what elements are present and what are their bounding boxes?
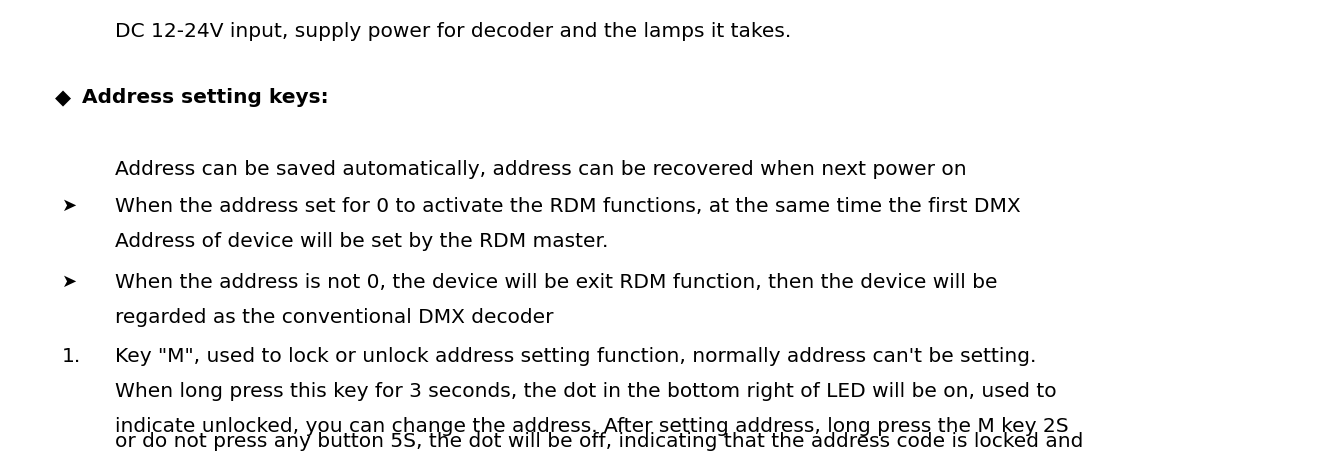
Text: When long press this key for 3 seconds, the dot in the bottom right of LED will : When long press this key for 3 seconds, … xyxy=(116,382,1057,401)
Text: 1.: 1. xyxy=(62,347,81,366)
Text: Address can be saved automatically, address can be recovered when next power on: Address can be saved automatically, addr… xyxy=(116,160,966,179)
Text: ➤: ➤ xyxy=(62,197,77,215)
Text: When the address is not 0, the device will be exit RDM function, then the device: When the address is not 0, the device wi… xyxy=(116,273,998,292)
Text: Address setting keys:: Address setting keys: xyxy=(82,88,328,107)
Text: regarded as the conventional DMX decoder: regarded as the conventional DMX decoder xyxy=(116,308,553,327)
Text: Address of device will be set by the RDM master.: Address of device will be set by the RDM… xyxy=(116,232,609,251)
Text: When the address set for 0 to activate the RDM functions, at the same time the f: When the address set for 0 to activate t… xyxy=(116,197,1021,216)
Text: Key "M", used to lock or unlock address setting function, normally address can't: Key "M", used to lock or unlock address … xyxy=(116,347,1037,366)
Text: ➤: ➤ xyxy=(62,273,77,291)
Text: DC 12-24V input, supply power for decoder and the lamps it takes.: DC 12-24V input, supply power for decode… xyxy=(116,22,791,41)
Text: or do not press any button 5S, the dot will be off, indicating that the address : or do not press any button 5S, the dot w… xyxy=(116,432,1083,451)
Text: ◆: ◆ xyxy=(54,88,70,108)
Text: indicate unlocked, you can change the address. After setting address, long press: indicate unlocked, you can change the ad… xyxy=(116,417,1069,436)
